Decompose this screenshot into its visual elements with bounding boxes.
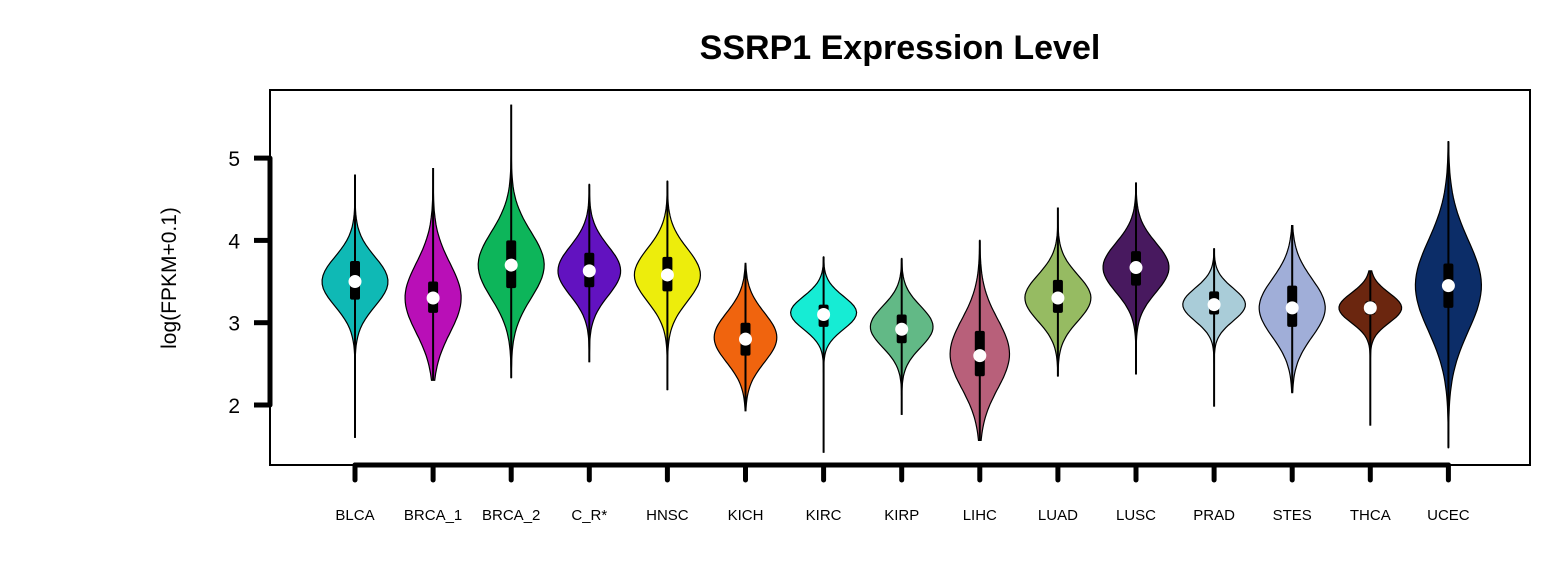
violin-median-point: [973, 349, 987, 363]
x-tick-label: KIRP: [884, 507, 919, 524]
y-axis-label: log(FPKM+0.1): [158, 207, 181, 349]
x-tick-label: UCEC: [1427, 507, 1470, 524]
x-tick-label: LUAD: [1038, 507, 1078, 524]
violin-marks: [321, 104, 1483, 453]
x-tick-label: PRAD: [1193, 507, 1235, 524]
x-tick-label: THCA: [1350, 507, 1391, 524]
y-tick-label: 4: [228, 230, 240, 253]
x-axis: BLCA BRCA_1 BRCA_2 C_R* HNSC KICH KIRC KIRP LIHC…: [335, 462, 1470, 524]
x-tick-label: LUSC: [1116, 507, 1156, 524]
violin-median-point: [426, 291, 440, 305]
y-tick-label: 3: [228, 313, 240, 336]
violin-median-point: [1051, 291, 1065, 305]
x-tick-label: KICH: [728, 507, 764, 524]
x-tick-label: KIRC: [806, 507, 842, 524]
y-tick-label: 5: [228, 148, 240, 171]
y-axis: 2 3 4 5: [228, 148, 273, 418]
violin-median-point: [1207, 298, 1221, 312]
chart-title: SSRP1 Expression Level: [700, 29, 1101, 67]
x-tick-label: BLCA: [335, 507, 374, 524]
violin-median-point: [1441, 279, 1455, 293]
violin-median-point: [739, 332, 752, 346]
x-tick-label: C_R*: [571, 507, 607, 524]
violin-median-point: [1129, 261, 1143, 275]
x-tick-label: LIHC: [963, 507, 997, 524]
violin-median-point: [504, 258, 518, 272]
x-tick-label: HNSC: [646, 507, 689, 524]
violin-median-point: [817, 307, 831, 321]
violin-median-point: [348, 275, 362, 289]
violin-median-point: [1363, 301, 1377, 315]
violin-median-point: [895, 322, 909, 336]
violin-median-point: [1285, 301, 1299, 315]
violin-median-point: [582, 264, 596, 278]
x-tick-label: BRCA_1: [404, 507, 462, 524]
x-tick-label: BRCA_2: [482, 507, 540, 524]
y-tick-label: 2: [228, 395, 240, 418]
x-tick-label: STES: [1273, 507, 1312, 524]
violin-median-point: [660, 268, 674, 282]
